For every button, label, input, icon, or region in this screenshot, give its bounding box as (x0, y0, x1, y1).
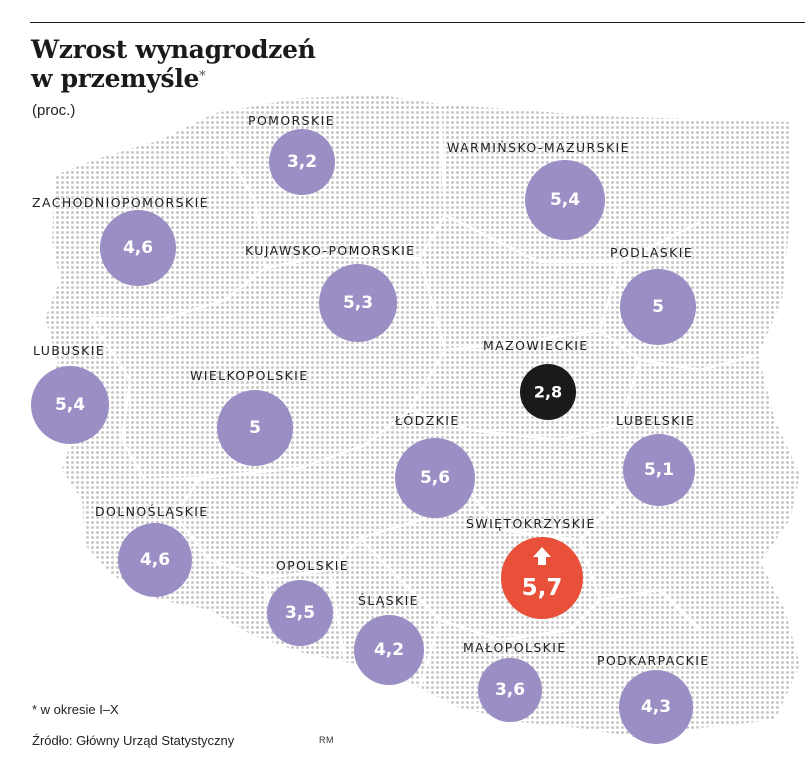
value-bubble (478, 658, 542, 722)
value-bubble (319, 264, 397, 342)
value-bubble (619, 670, 693, 744)
value-bubble (620, 269, 696, 345)
region-pomorskie: POMORSKIE 3,2 (248, 113, 335, 195)
value-bubble (525, 160, 605, 240)
value-bubble (267, 580, 333, 646)
region-value: 5,4 (55, 395, 85, 415)
region-name-label: KUJAWSKO-POMORSKIE (245, 243, 415, 258)
region-name-label: DOLNOŚLĄSKIE (95, 504, 209, 519)
title-line-1: Wzrost wynagrodzeń (31, 35, 316, 64)
region-podkarpackie: PODKARPACKIE 4,3 (597, 653, 710, 744)
region-lubelskie: LUBELSKIE 5,1 (616, 413, 695, 506)
map-title: Wzrost wynagrodzeń w przemyśle* (31, 35, 316, 93)
value-bubble (118, 523, 192, 597)
region-value: 4,6 (140, 550, 170, 570)
region-name-label: ŚLĄSKIE (358, 593, 419, 608)
author-credit: RM (319, 735, 334, 745)
region-value: 4,3 (641, 697, 671, 717)
region-warminsko-mazurskie: WARMIŃSKO-MAZURSKIE 5,4 (447, 140, 630, 240)
region-name-label: ŁÓDZKIE (394, 413, 460, 428)
value-bubble (31, 366, 109, 444)
region-name-label: WARMIŃSKO-MAZURSKIE (447, 140, 630, 155)
region-name-label: LUBELSKIE (616, 413, 695, 428)
region-value: 4,2 (374, 640, 404, 660)
region-value: 5 (652, 297, 664, 317)
region-name-label: MAZOWIECKIE (483, 338, 589, 353)
region-zachodniopomorskie: ZACHODNIOPOMORSKIE 4,6 (32, 195, 209, 286)
region-mazowieckie: MAZOWIECKIE 2,8 (483, 338, 589, 420)
region-kujawsko-pomorskie: KUJAWSKO-POMORSKIE 5,3 (245, 243, 415, 342)
region-wielkopolskie: WIELKOPOLSKIE 5 (190, 368, 309, 466)
arrow-up-icon (533, 547, 551, 565)
region-value: 5,3 (343, 293, 373, 313)
region-name-label: WIELKOPOLSKIE (190, 368, 309, 383)
region-name-label: OPOLSKIE (276, 558, 349, 573)
region-value: 5,4 (550, 190, 580, 210)
region-name-label: PODKARPACKIE (597, 653, 710, 668)
source-note: Źródło: Główny Urząd Statystyczny (32, 733, 235, 748)
value-bubble (354, 615, 424, 685)
region-value: 5,1 (644, 460, 674, 480)
country-shape (40, 95, 800, 738)
region-name-label: LUBUSKIE (33, 343, 105, 358)
region-swietokrzyskie: ŚWIĘTOKRZYSKIE 5,7 (466, 516, 596, 619)
region-opolskie: OPOLSKIE 3,5 (267, 558, 349, 646)
region-malopolskie: MAŁOPOLSKIE 3,6 (463, 640, 567, 722)
region-value: 4,6 (123, 238, 153, 258)
region-value: 3,6 (495, 680, 525, 700)
region-value: 3,5 (285, 603, 315, 623)
region-name-label: POMORSKIE (248, 113, 335, 128)
value-bubble (269, 129, 335, 195)
region-name-label: ŚWIĘTOKRZYSKIE (466, 516, 596, 531)
region-value: 5 (249, 418, 261, 438)
title-footnote-marker: * (199, 69, 206, 84)
top-rule (30, 22, 805, 23)
region-name-label: PODLASKIE (610, 245, 693, 260)
value-bubble (100, 210, 176, 286)
region-value: 2,8 (534, 383, 562, 402)
region-name-label: MAŁOPOLSKIE (463, 640, 567, 655)
region-name-label: ZACHODNIOPOMORSKIE (32, 195, 209, 210)
region-value: 5,7 (522, 575, 563, 601)
region-borders (88, 103, 759, 728)
title-line-2: w przemyśle (31, 64, 200, 93)
region-lodzkie: ŁÓDZKIE 5,6 (394, 413, 475, 518)
value-bubble (217, 390, 293, 466)
region-value: 5,6 (420, 468, 450, 488)
footnote: * w okresie I–X (32, 702, 119, 717)
value-bubble (520, 364, 576, 420)
region-markers: POMORSKIE 3,2 WARMIŃSKO-MAZURSKIE 5,4 ZACHOD… (31, 113, 710, 744)
value-bubble (623, 434, 695, 506)
region-dolnoslaskie: DOLNOŚLĄSKIE 4,6 (95, 504, 209, 597)
region-value: 3,2 (287, 152, 317, 172)
region-slaskie: ŚLĄSKIE 4,2 (354, 593, 424, 685)
value-bubble (395, 438, 475, 518)
region-podlaskie: PODLASKIE 5 (610, 245, 696, 345)
region-lubuskie: LUBUSKIE 5,4 (31, 343, 109, 444)
value-bubble (501, 537, 583, 619)
unit-label: (proc.) (32, 102, 76, 119)
